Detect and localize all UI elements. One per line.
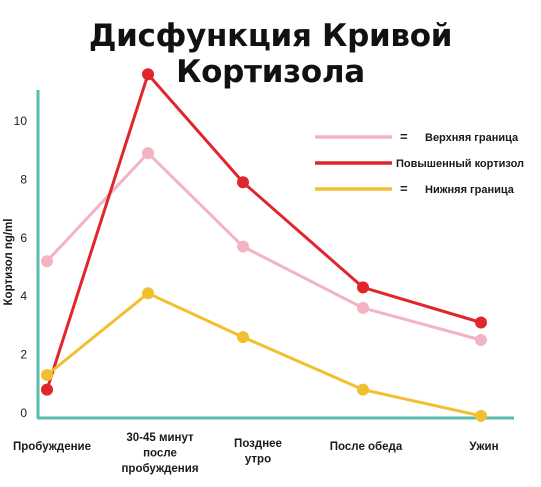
x-category-label: Пробуждение — [13, 441, 91, 453]
series-2 — [41, 68, 487, 396]
y-tick-label: 2 — [20, 348, 27, 362]
legend-equals: = — [400, 181, 408, 196]
legend-equals: = — [400, 129, 408, 144]
data-point — [475, 334, 487, 346]
data-point — [475, 316, 487, 329]
data-point — [142, 147, 154, 160]
data-point — [142, 68, 154, 81]
data-point — [41, 369, 53, 381]
chart-series — [41, 68, 487, 422]
series-1 — [41, 147, 487, 346]
x-category-label-line: Позднее — [234, 438, 282, 450]
x-category-label-line: Пробуждение — [13, 441, 91, 453]
x-category-label-line: 30-45 минут — [126, 432, 194, 444]
x-tick-labels: Пробуждение 30-45 минут после пробуждения По… — [13, 432, 499, 475]
chart-legend: = Верхняя граница Повышенный кортизол = Нижн… — [315, 129, 524, 196]
x-category-label-line: После обеда — [330, 441, 403, 453]
legend-label: Верхняя граница — [425, 132, 519, 144]
data-point — [41, 383, 53, 396]
x-category-label-line: после — [143, 448, 177, 460]
data-point — [237, 240, 249, 253]
legend-label: Повышенный кортизол — [396, 158, 524, 170]
x-category-label-line: Ужин — [469, 441, 498, 453]
series-line — [45, 151, 482, 342]
x-category-label: После обеда — [330, 441, 403, 453]
series-3 — [41, 287, 487, 422]
y-tick-label: 10 — [14, 114, 28, 128]
chart-title: Дисфункция Кривой Кортизола — [88, 18, 453, 90]
y-tick-label: 4 — [20, 289, 27, 303]
y-tick-label: 6 — [20, 231, 27, 245]
data-point — [237, 331, 249, 344]
data-point — [357, 281, 369, 294]
chart-axes — [36, 90, 514, 420]
x-category-label-line: пробуждения — [121, 463, 198, 475]
legend-label: Нижняя граница — [425, 184, 515, 196]
x-category-label: 30-45 минут после пробуждения — [121, 432, 198, 475]
y-axis-label: Кортизол ng/ml — [3, 219, 15, 306]
series-line — [46, 291, 482, 418]
data-point — [357, 383, 369, 396]
y-tick-label: 0 — [20, 406, 27, 420]
data-point — [357, 301, 369, 314]
x-category-label: Ужин — [469, 441, 498, 453]
series-line — [45, 72, 482, 391]
data-point — [237, 176, 249, 189]
x-category-label: Позднее утро — [234, 438, 282, 466]
x-category-label-line: утро — [245, 454, 271, 466]
y-tick-label: 8 — [20, 172, 27, 186]
y-tick-labels: 0 2 4 6 8 10 — [14, 114, 28, 420]
data-point — [142, 287, 154, 300]
data-point — [41, 255, 53, 268]
data-point — [475, 409, 487, 422]
